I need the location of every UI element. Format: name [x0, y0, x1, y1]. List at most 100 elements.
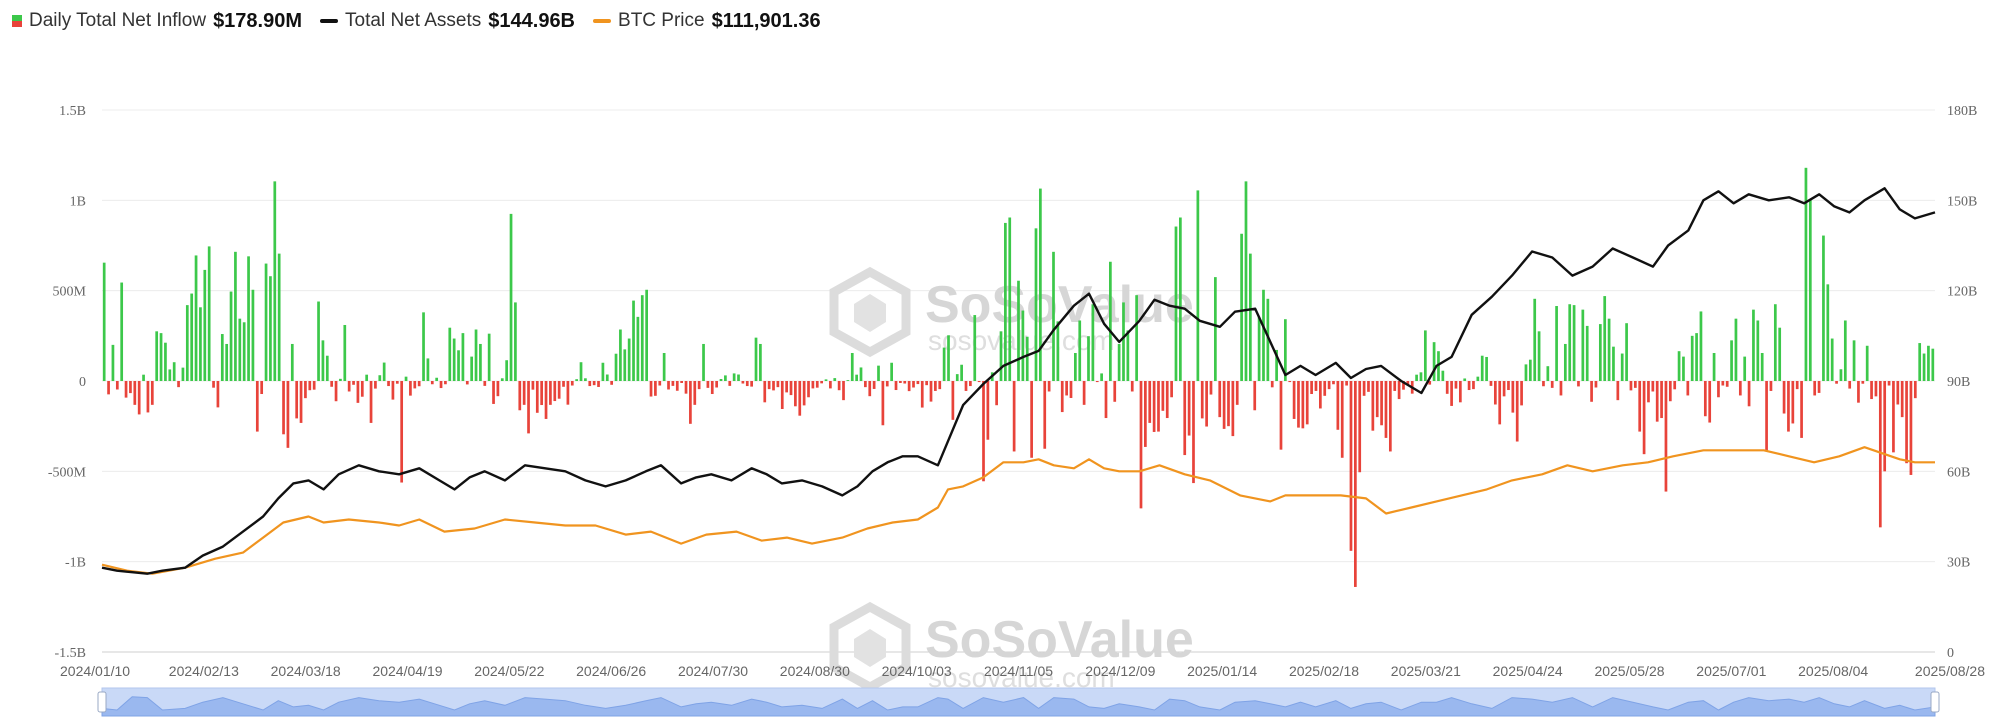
inflow-bar: [260, 381, 264, 395]
inflow-bar: [1708, 381, 1712, 423]
inflow-bar: [1493, 381, 1497, 405]
navigator-series: [101, 696, 1936, 717]
inflow-bar: [1008, 217, 1012, 381]
inflow-bar: [947, 335, 950, 381]
inflow-bar: [439, 381, 443, 389]
inflow-bar: [1209, 381, 1213, 395]
inflow-bar: [1857, 381, 1860, 403]
inflow-bar: [1056, 321, 1060, 381]
inflow-bar: [1187, 381, 1191, 436]
inflow-bar: [1144, 381, 1147, 447]
inflow-bar: [1690, 335, 1694, 381]
inflow-bar: [693, 381, 697, 405]
inflow-bar: [741, 381, 745, 384]
inflow-bar: [1362, 381, 1366, 396]
inflow-bar: [1822, 235, 1825, 381]
inflow-bar: [1585, 325, 1589, 381]
inflow-bar: [1039, 188, 1042, 381]
inflow-bar: [391, 381, 395, 400]
inflow-bar: [899, 381, 902, 383]
x-tick-label: 2025/05/28: [1594, 663, 1664, 679]
inflow-bar: [1537, 331, 1541, 381]
inflow-bar: [1388, 381, 1392, 452]
inflow-bar: [1590, 381, 1593, 402]
inflow-bar: [1279, 381, 1283, 450]
inflow-bar: [1463, 378, 1467, 381]
inflow-bar: [807, 381, 810, 398]
inflow-bar: [1030, 381, 1033, 458]
inflow-bar: [654, 381, 657, 396]
navigator-right-handle[interactable]: [1930, 691, 1940, 713]
inflow-bar: [557, 381, 561, 399]
inflow-bar: [242, 322, 246, 381]
inflow-bar: [531, 381, 535, 390]
inflow-bar: [1655, 381, 1659, 422]
inflow-bar: [544, 381, 548, 419]
legend-item-btc[interactable]: BTC Price $111,901.36: [593, 10, 821, 33]
inflow-bar: [1647, 381, 1650, 403]
inflow-bar: [203, 269, 207, 381]
inflow-bar: [1572, 305, 1576, 381]
inflow-bar: [1393, 381, 1397, 391]
inflow-bar: [1520, 381, 1523, 406]
inflow-bar: [1673, 381, 1677, 390]
inflow-bar: [610, 381, 614, 385]
x-tick-label: 2025/01/14: [1187, 663, 1257, 679]
inflow-bar: [124, 381, 128, 398]
inflow-bar: [1660, 381, 1663, 419]
inflow-bar: [1270, 381, 1274, 388]
inflow-bar: [1773, 304, 1777, 381]
inflow-bar: [1813, 381, 1817, 396]
x-tick-label: 2024/01/10: [60, 663, 130, 679]
chart-legend: Daily Total Net Inflow $178.90M Total Ne…: [12, 6, 821, 36]
inflow-bar: [1034, 228, 1038, 381]
inflow-bar: [566, 381, 570, 405]
x-tick-label: 2025/03/21: [1391, 663, 1461, 679]
watermark-brand: SoSoValue: [925, 611, 1194, 669]
inflow-bar: [1752, 309, 1755, 381]
inflow-bar: [1616, 381, 1620, 401]
x-tick-label: 2025/08/04: [1798, 663, 1868, 679]
inflow-bar: [1472, 381, 1475, 390]
inflow-bar: [1927, 345, 1930, 381]
inflow-bar: [115, 381, 119, 390]
inflow-bar: [1765, 381, 1768, 451]
inflow-bar: [872, 381, 876, 389]
inflow-bar: [1817, 381, 1821, 393]
inflow-bar: [929, 381, 933, 402]
inflow-bar: [894, 381, 898, 391]
inflow-bar: [500, 378, 504, 381]
inflow-bar: [584, 378, 587, 381]
inflow-bar: [247, 256, 250, 381]
inflow-bar: [1577, 381, 1580, 387]
inflow-bar: [172, 362, 176, 381]
inflow-bar: [575, 379, 579, 381]
inflow-bar: [579, 362, 583, 381]
inflow-bar: [1117, 343, 1121, 381]
inflow-bar: [973, 315, 977, 381]
inflow-bar: [995, 381, 998, 406]
inflow-bar: [1892, 381, 1895, 453]
inflow-bar: [339, 378, 342, 381]
x-tick-label: 2024/10/03: [882, 663, 952, 679]
inflow-bar: [470, 356, 474, 381]
inflow-bar: [1012, 381, 1016, 452]
inflow-bar: [951, 381, 955, 420]
inflow-bar: [588, 381, 592, 387]
inflow-bar: [1004, 222, 1007, 381]
legend-item-assets[interactable]: Total Net Assets $144.96B: [320, 10, 575, 33]
inflow-bar: [767, 381, 771, 390]
inflow-bar: [1310, 381, 1313, 395]
inflow-bar: [1594, 381, 1598, 388]
inflow-bar: [1533, 298, 1537, 381]
inflow-bar: [304, 381, 307, 399]
inflow-bar: [802, 381, 806, 406]
inflow-bar: [325, 355, 329, 381]
inflow-bar: [1808, 199, 1812, 381]
legend-item-inflow[interactable]: Daily Total Net Inflow $178.90M: [12, 10, 302, 33]
navigator-left-handle[interactable]: [97, 691, 107, 713]
inflow-bar: [1795, 381, 1799, 390]
range-navigator[interactable]: [97, 687, 1940, 717]
inflow-bar: [282, 381, 285, 435]
inflow-bar: [1511, 381, 1515, 413]
